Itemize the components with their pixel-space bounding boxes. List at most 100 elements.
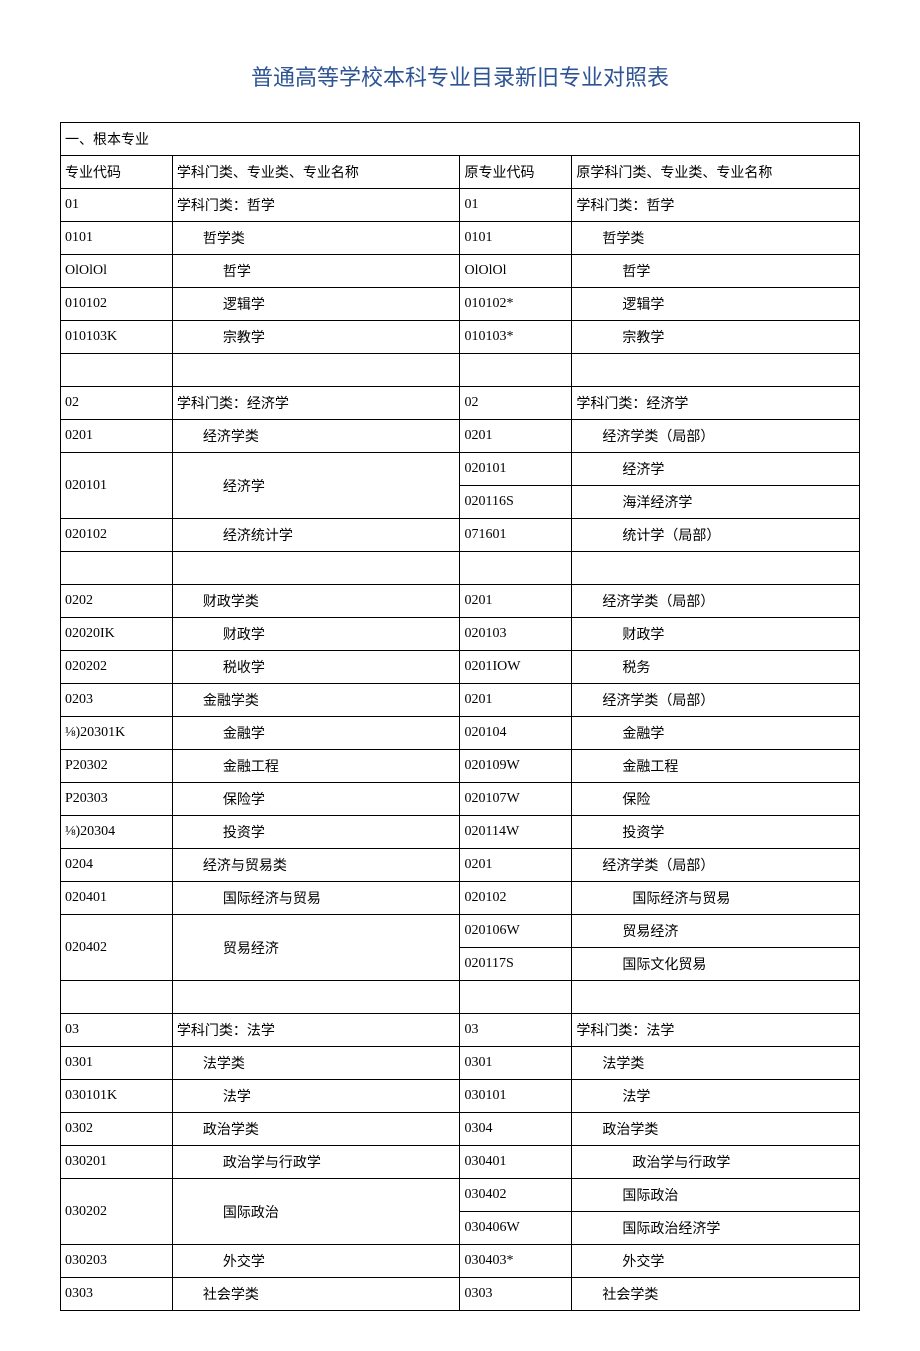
empty-cell <box>61 552 173 585</box>
section-header: 一、根本专业 <box>61 123 860 156</box>
column-header: 学科门类、专业类、专业名称 <box>172 156 460 189</box>
old-name-cell: 金融工程 <box>572 750 860 783</box>
name-cell: 学科门类：法学 <box>172 1014 460 1047</box>
old-code-cell: 030401 <box>460 1146 572 1179</box>
old-name-cell: 逻辑学 <box>572 288 860 321</box>
column-header: 原专业代码 <box>460 156 572 189</box>
old-code-cell: 071601 <box>460 519 572 552</box>
name-cell: 经济学 <box>172 453 460 519</box>
name-cell: 财政学类 <box>172 585 460 618</box>
code-cell: 020202 <box>61 651 173 684</box>
old-code-cell: 020114W <box>460 816 572 849</box>
old-name-cell: 统计学（局部） <box>572 519 860 552</box>
old-code-cell: 010102* <box>460 288 572 321</box>
name-cell: 政治学与行政学 <box>172 1146 460 1179</box>
old-name-cell: 贸易经济 <box>572 915 860 948</box>
name-cell: 经济学类 <box>172 420 460 453</box>
old-name-cell: 政治学与行政学 <box>572 1146 860 1179</box>
old-code-cell: 0101 <box>460 222 572 255</box>
old-code-cell: 030403* <box>460 1245 572 1278</box>
old-code-cell: 020117S <box>460 948 572 981</box>
old-code-cell: 030402 <box>460 1179 572 1212</box>
old-name-cell: 国际文化贸易 <box>572 948 860 981</box>
code-cell: 02 <box>61 387 173 420</box>
code-cell: 020102 <box>61 519 173 552</box>
code-cell: OlOlOl <box>61 255 173 288</box>
name-cell: 税收学 <box>172 651 460 684</box>
old-name-cell: 法学类 <box>572 1047 860 1080</box>
old-code-cell: 0201 <box>460 585 572 618</box>
code-cell: 0301 <box>61 1047 173 1080</box>
old-name-cell: 保险 <box>572 783 860 816</box>
comparison-table: 一、根本专业专业代码学科门类、专业类、专业名称原专业代码原学科门类、专业类、专业… <box>60 122 860 1311</box>
old-code-cell: 020109W <box>460 750 572 783</box>
old-name-cell: 海洋经济学 <box>572 486 860 519</box>
old-code-cell: 03 <box>460 1014 572 1047</box>
old-code-cell: 0201IOW <box>460 651 572 684</box>
old-code-cell: OlOlOl <box>460 255 572 288</box>
old-code-cell: 020116S <box>460 486 572 519</box>
code-cell: 030201 <box>61 1146 173 1179</box>
code-cell: ⅛)20301K <box>61 717 173 750</box>
old-name-cell: 学科门类：经济学 <box>572 387 860 420</box>
code-cell: 03 <box>61 1014 173 1047</box>
old-code-cell: 02 <box>460 387 572 420</box>
empty-cell <box>572 552 860 585</box>
old-name-cell: 财政学 <box>572 618 860 651</box>
code-cell: ⅛)20304 <box>61 816 173 849</box>
code-cell: 0203 <box>61 684 173 717</box>
old-name-cell: 法学 <box>572 1080 860 1113</box>
code-cell: 030203 <box>61 1245 173 1278</box>
empty-cell <box>572 354 860 387</box>
code-cell: 02020IK <box>61 618 173 651</box>
name-cell: 法学类 <box>172 1047 460 1080</box>
name-cell: 政治学类 <box>172 1113 460 1146</box>
code-cell: 020101 <box>61 453 173 519</box>
code-cell: 030202 <box>61 1179 173 1245</box>
name-cell: 金融工程 <box>172 750 460 783</box>
empty-cell <box>460 354 572 387</box>
name-cell: 哲学 <box>172 255 460 288</box>
empty-cell <box>172 354 460 387</box>
empty-cell <box>460 981 572 1014</box>
old-code-cell: 0304 <box>460 1113 572 1146</box>
old-code-cell: 0201 <box>460 849 572 882</box>
code-cell: 01 <box>61 189 173 222</box>
code-cell: 0303 <box>61 1278 173 1311</box>
name-cell: 国际经济与贸易 <box>172 882 460 915</box>
empty-cell <box>61 354 173 387</box>
code-cell: 010103K <box>61 321 173 354</box>
code-cell: P20303 <box>61 783 173 816</box>
empty-cell <box>572 981 860 1014</box>
name-cell: 国际政治 <box>172 1179 460 1245</box>
old-code-cell: 020101 <box>460 453 572 486</box>
old-name-cell: 经济学类（局部） <box>572 420 860 453</box>
old-name-cell: 外交学 <box>572 1245 860 1278</box>
name-cell: 贸易经济 <box>172 915 460 981</box>
code-cell: 020401 <box>61 882 173 915</box>
old-code-cell: 020106W <box>460 915 572 948</box>
name-cell: 社会学类 <box>172 1278 460 1311</box>
old-name-cell: 经济学类（局部） <box>572 585 860 618</box>
old-code-cell: 020103 <box>460 618 572 651</box>
name-cell: 宗教学 <box>172 321 460 354</box>
name-cell: 经济与贸易类 <box>172 849 460 882</box>
old-name-cell: 社会学类 <box>572 1278 860 1311</box>
old-name-cell: 金融学 <box>572 717 860 750</box>
name-cell: 保险学 <box>172 783 460 816</box>
empty-cell <box>460 552 572 585</box>
old-code-cell: 030406W <box>460 1212 572 1245</box>
old-code-cell: 010103* <box>460 321 572 354</box>
old-name-cell: 税务 <box>572 651 860 684</box>
old-name-cell: 经济学类（局部） <box>572 684 860 717</box>
code-cell: 0201 <box>61 420 173 453</box>
name-cell: 哲学类 <box>172 222 460 255</box>
column-header: 专业代码 <box>61 156 173 189</box>
old-name-cell: 经济学类（局部） <box>572 849 860 882</box>
old-code-cell: 020102 <box>460 882 572 915</box>
name-cell: 金融学类 <box>172 684 460 717</box>
name-cell: 金融学 <box>172 717 460 750</box>
old-name-cell: 学科门类：哲学 <box>572 189 860 222</box>
code-cell: 0202 <box>61 585 173 618</box>
old-name-cell: 国际经济与贸易 <box>572 882 860 915</box>
